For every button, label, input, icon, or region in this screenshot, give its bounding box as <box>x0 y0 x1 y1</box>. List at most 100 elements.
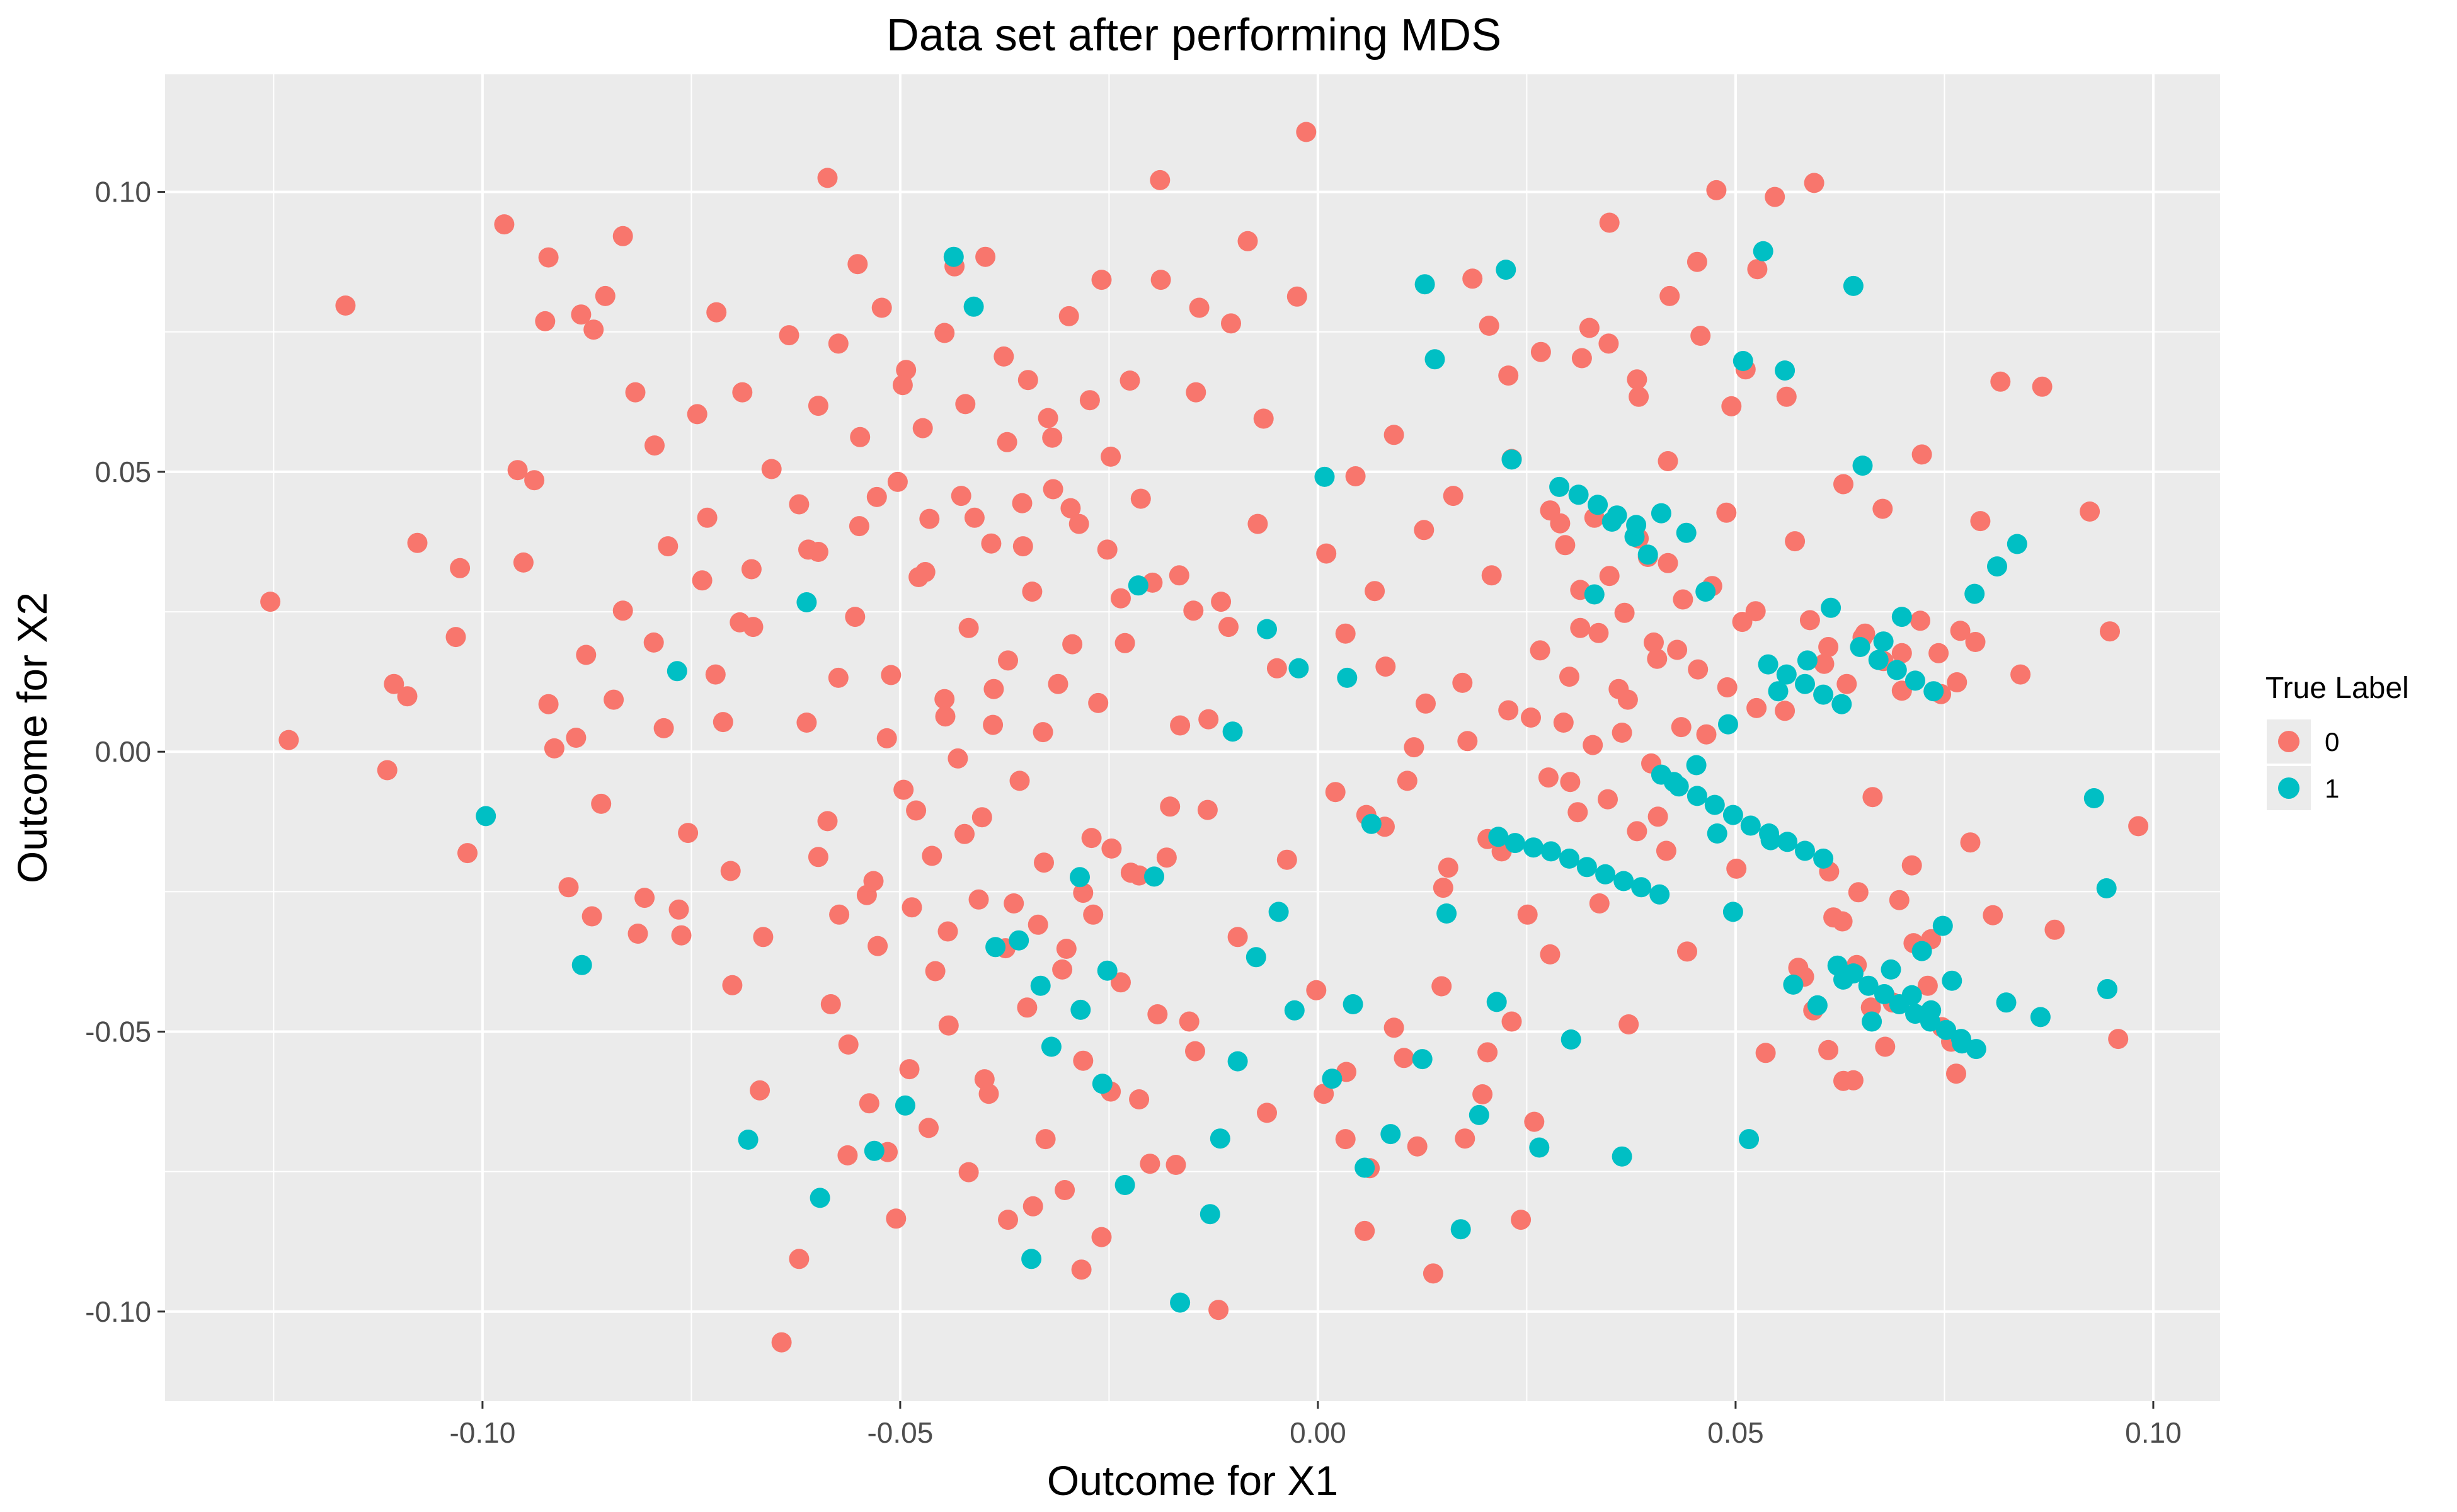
data-point <box>1862 787 1883 808</box>
data-point <box>1814 653 1835 674</box>
x-axis: -0.10 -0.05 0.00 0.05 0.10 <box>449 1401 2182 1449</box>
data-point <box>1970 511 1991 532</box>
data-point <box>1150 169 1171 190</box>
data-point <box>1268 902 1289 922</box>
data-point <box>1584 584 1605 605</box>
data-point <box>1166 1155 1186 1175</box>
plot-panel <box>165 74 2220 1401</box>
data-point <box>789 1249 810 1269</box>
data-point <box>1048 673 1068 694</box>
x-tick-label: 0.10 <box>2125 1416 2182 1449</box>
data-point <box>1571 348 1592 369</box>
data-point <box>1668 776 1689 797</box>
data-point <box>1288 658 1309 679</box>
data-point <box>1017 997 1038 1018</box>
data-point <box>1881 959 1901 980</box>
data-point <box>1858 975 1879 996</box>
data-point <box>1832 911 1853 932</box>
data-point <box>1073 883 1094 903</box>
data-point <box>1599 212 1620 233</box>
data-point <box>1004 893 1024 914</box>
data-point <box>1686 755 1707 776</box>
data-point <box>1818 637 1839 657</box>
data-point <box>1416 693 1436 714</box>
data-point <box>1498 700 1519 721</box>
data-point <box>1928 643 1949 663</box>
data-point <box>1055 1180 1075 1200</box>
data-point <box>1776 386 1797 407</box>
data-point <box>278 730 299 750</box>
data-point <box>1612 723 1632 743</box>
data-point <box>887 471 908 492</box>
data-point <box>1785 531 1806 552</box>
data-point <box>796 592 817 612</box>
data-point <box>1227 927 1248 948</box>
data-point <box>2030 1007 2051 1028</box>
data-point <box>1889 890 1910 910</box>
data-point <box>1717 677 1738 697</box>
data-point <box>1160 796 1181 817</box>
x-axis-title: Outcome for X1 <box>1047 1457 1338 1504</box>
data-point <box>1431 976 1452 997</box>
data-point <box>998 1210 1018 1230</box>
data-point <box>1414 520 1435 541</box>
data-point <box>948 748 968 769</box>
data-point <box>1088 692 1109 713</box>
data-point <box>1257 1102 1277 1123</box>
data-point <box>1412 1049 1433 1070</box>
data-point <box>1424 349 1445 370</box>
data-point <box>1739 1129 1760 1150</box>
data-point <box>1889 994 1910 1014</box>
data-point <box>1156 847 1177 868</box>
data-point <box>720 861 741 881</box>
legend-label-0: 0 <box>2325 727 2339 757</box>
data-point <box>1540 841 1561 862</box>
data-point <box>1083 904 1104 925</box>
data-point <box>1850 637 1870 657</box>
data-point <box>975 246 996 267</box>
data-point <box>1197 799 1218 820</box>
data-point <box>2097 979 2117 999</box>
data-point <box>1316 543 1337 564</box>
data-point <box>1038 408 1058 428</box>
data-point <box>779 325 799 346</box>
data-point <box>658 536 679 557</box>
data-point <box>1759 823 1779 844</box>
data-point <box>678 823 699 844</box>
data-point <box>1284 1000 1305 1021</box>
data-point <box>1335 1129 1356 1150</box>
data-point <box>1553 713 1574 733</box>
chart-title: Data set after performing MDS <box>886 10 1501 60</box>
data-point <box>732 382 753 403</box>
data-point <box>1009 770 1030 791</box>
data-point <box>1656 840 1676 861</box>
data-point <box>507 460 528 481</box>
data-point <box>1306 980 1327 1000</box>
data-point <box>1189 297 1210 318</box>
data-point <box>1170 1292 1191 1313</box>
data-point <box>1923 681 1944 702</box>
data-point <box>1433 878 1453 898</box>
data-point <box>906 800 927 821</box>
data-point <box>1210 1128 1230 1149</box>
data-point <box>1092 1074 1113 1094</box>
data-point <box>1091 1227 1112 1247</box>
data-point <box>625 382 646 403</box>
data-point <box>1247 513 1268 534</box>
data-point <box>1746 697 1767 718</box>
data-point <box>1511 1210 1532 1230</box>
data-point <box>1687 251 1707 272</box>
data-point <box>1873 631 1894 652</box>
data-point <box>1150 270 1171 290</box>
data-point <box>1114 1175 1135 1195</box>
data-point <box>922 845 942 866</box>
data-point <box>1996 992 2017 1013</box>
data-point <box>1354 1220 1375 1241</box>
data-point <box>954 823 975 844</box>
data-point <box>955 394 976 415</box>
data-point <box>1012 536 1033 557</box>
data-point <box>1775 360 1796 381</box>
data-point <box>1843 963 1864 984</box>
data-point <box>1043 479 1063 500</box>
data-point <box>1443 486 1463 507</box>
